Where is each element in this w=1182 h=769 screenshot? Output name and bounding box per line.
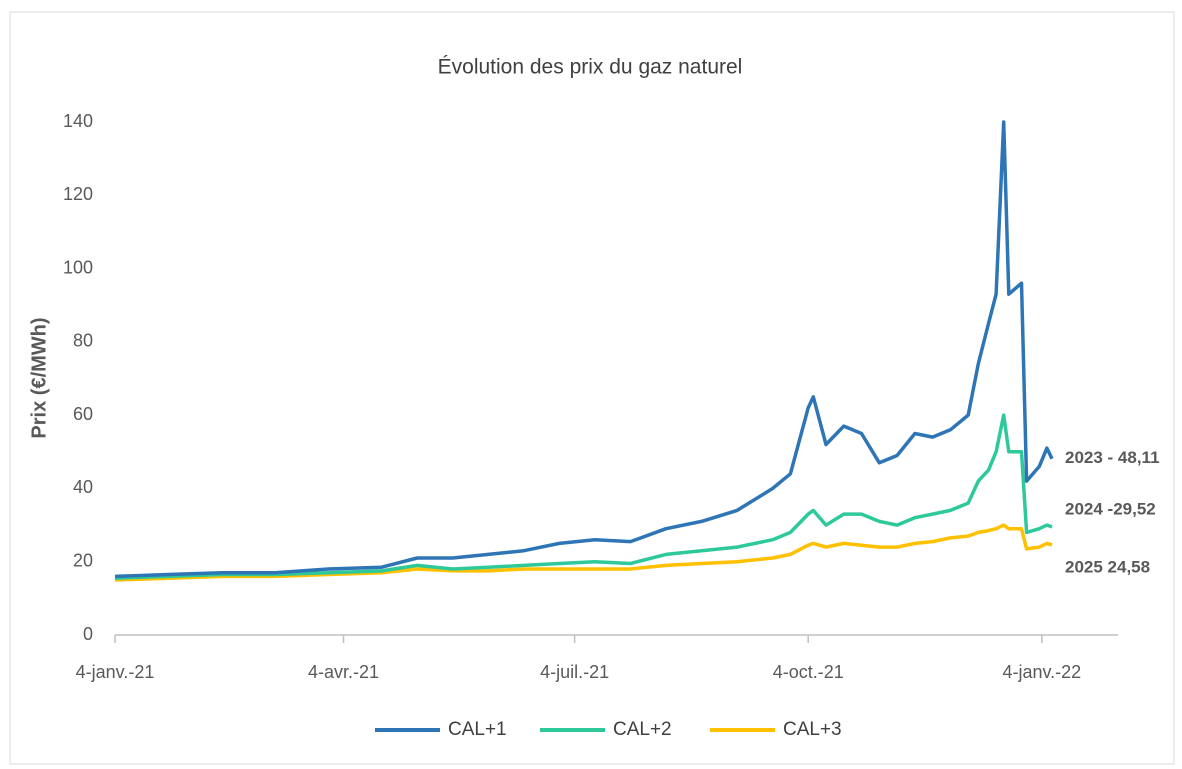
legend-label: CAL+3	[783, 719, 842, 740]
x-tick-label: 4-avr.-21	[308, 662, 379, 682]
x-tick-label: 4-juil.-21	[540, 662, 609, 682]
x-tick-label: 4-janv.-21	[76, 662, 155, 682]
chart-frame	[9, 11, 1175, 765]
end-label: 2023 - 48,11	[1065, 448, 1160, 467]
x-tick-label: 4-oct.-21	[773, 662, 844, 682]
legend-label: CAL+1	[448, 719, 507, 740]
y-tick-label: 100	[63, 257, 93, 277]
line-series	[114, 120, 1054, 579]
y-tick-label: 0	[83, 624, 93, 644]
y-tick-label: 20	[73, 550, 93, 570]
y-tick-label: 60	[73, 404, 93, 424]
x-tick-label: 4-janv.-22	[1002, 662, 1081, 682]
y-tick-label: 120	[63, 184, 93, 204]
line-series	[114, 413, 1053, 580]
y-tick-label: 140	[63, 111, 93, 131]
chart-title: Évolution des prix du gaz naturel	[438, 56, 743, 79]
line-series	[114, 523, 1053, 582]
y-tick-label: 40	[73, 477, 93, 497]
y-axis-label: Prix (€/MWh)	[28, 317, 50, 438]
legend-label: CAL+2	[613, 719, 672, 740]
end-label: 2024 -29,52	[1065, 499, 1156, 518]
y-tick-label: 80	[73, 331, 93, 351]
end-label: 2025 24,58	[1065, 557, 1150, 576]
